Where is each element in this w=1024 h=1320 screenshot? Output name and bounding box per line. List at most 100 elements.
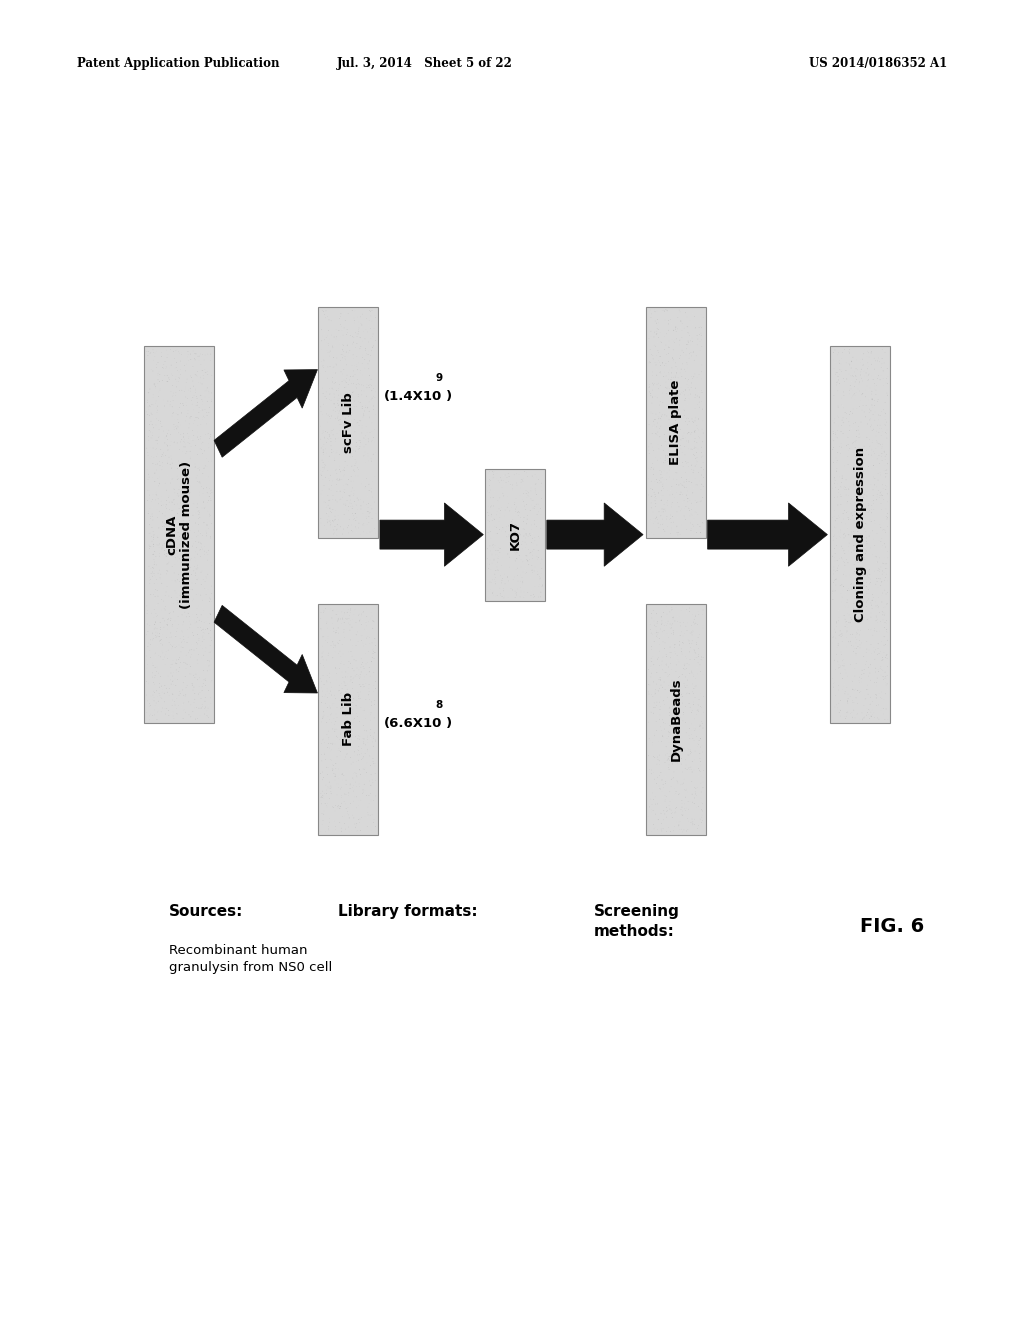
Point	[344, 638, 360, 659]
Point	[824, 428, 841, 449]
Point	[854, 400, 870, 421]
Point	[350, 682, 367, 704]
Point	[856, 644, 872, 665]
Point	[641, 661, 657, 682]
Point	[325, 733, 341, 754]
Point	[672, 741, 688, 762]
Point	[198, 379, 214, 400]
Point	[203, 523, 219, 544]
Point	[648, 488, 665, 510]
Point	[329, 669, 345, 690]
Point	[844, 488, 860, 510]
Point	[349, 738, 366, 759]
Point	[142, 411, 159, 432]
Point	[850, 618, 866, 639]
Point	[673, 418, 689, 440]
Point	[342, 775, 358, 796]
Point	[499, 566, 515, 587]
Point	[349, 714, 366, 735]
Point	[880, 548, 896, 569]
Point	[664, 358, 680, 379]
Point	[852, 511, 868, 532]
Point	[526, 557, 543, 578]
Point	[315, 440, 332, 461]
Point	[672, 626, 688, 647]
Point	[648, 622, 665, 643]
Point	[862, 663, 879, 684]
Point	[868, 610, 885, 631]
Point	[662, 433, 678, 454]
Point	[858, 540, 874, 561]
Point	[878, 558, 894, 579]
Point	[668, 655, 684, 676]
Point	[489, 552, 506, 573]
Point	[318, 442, 335, 463]
Point	[658, 405, 675, 426]
Point	[692, 339, 709, 360]
Point	[162, 521, 178, 543]
Point	[164, 520, 180, 541]
Point	[368, 785, 384, 807]
Point	[683, 342, 699, 363]
Point	[351, 673, 368, 694]
Point	[678, 519, 694, 540]
Point	[677, 711, 693, 733]
Point	[195, 638, 211, 659]
Point	[365, 647, 381, 668]
Point	[333, 682, 349, 704]
Point	[647, 352, 664, 374]
Point	[509, 525, 525, 546]
Point	[695, 615, 712, 636]
Point	[692, 714, 709, 735]
Point	[326, 364, 342, 385]
Point	[163, 446, 179, 467]
Point	[686, 614, 702, 635]
Point	[145, 544, 162, 565]
Point	[648, 711, 665, 733]
Point	[840, 701, 856, 722]
Point	[667, 777, 683, 799]
Point	[170, 486, 186, 507]
Point	[487, 552, 504, 573]
Point	[345, 791, 361, 812]
Point	[337, 721, 353, 742]
Point	[680, 491, 696, 512]
Point	[188, 364, 205, 385]
Point	[834, 360, 850, 381]
Point	[677, 437, 693, 458]
Point	[335, 475, 351, 496]
Point	[367, 326, 383, 347]
Point	[146, 573, 163, 594]
Point	[354, 396, 371, 417]
Point	[145, 628, 162, 649]
Point	[864, 544, 881, 565]
Point	[874, 660, 891, 681]
Point	[825, 422, 842, 444]
Point	[353, 676, 370, 697]
Point	[530, 469, 547, 490]
Point	[850, 619, 866, 640]
Point	[862, 523, 879, 544]
Point	[166, 635, 182, 656]
Point	[174, 620, 190, 642]
Point	[671, 496, 687, 517]
Point	[645, 647, 662, 668]
Point	[190, 595, 207, 616]
Point	[846, 458, 862, 479]
Point	[695, 477, 712, 498]
Point	[196, 384, 212, 405]
Point	[158, 513, 174, 535]
Point	[690, 408, 707, 429]
Point	[180, 627, 197, 648]
Point	[869, 346, 886, 367]
Point	[860, 389, 877, 411]
Point	[329, 697, 345, 718]
Point	[314, 643, 331, 664]
Point	[200, 618, 216, 639]
Point	[481, 536, 498, 557]
Point	[502, 510, 518, 531]
Point	[674, 818, 690, 840]
Point	[678, 478, 694, 499]
Point	[146, 700, 163, 721]
Point	[509, 585, 525, 606]
